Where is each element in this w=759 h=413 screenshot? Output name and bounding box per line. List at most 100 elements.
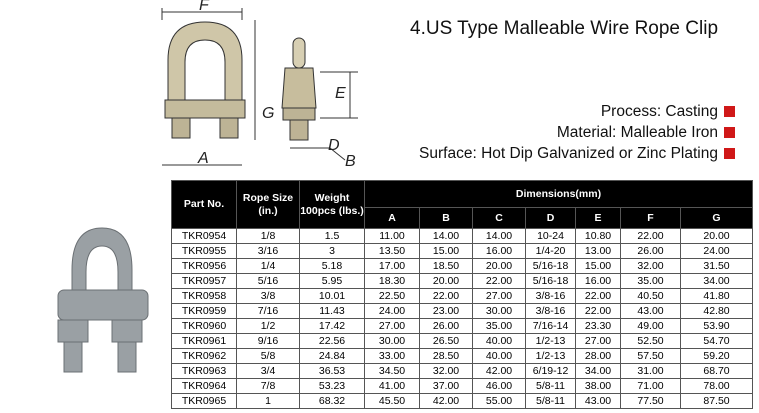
table-cell: 38.00 xyxy=(575,378,621,394)
table-cell: 5/16-18 xyxy=(525,258,576,274)
table-cell: 41.00 xyxy=(364,378,420,394)
table-cell: 53.90 xyxy=(680,318,753,334)
table-cell: 71.00 xyxy=(620,378,681,394)
table-cell: 40.00 xyxy=(472,348,526,364)
table-row: TKR0959 7/16 11.43 24.00 23.00 30.00 3/8-16 22.… xyxy=(171,303,753,319)
table-cell: TKR0959 xyxy=(171,303,237,319)
table-cell: TKR0955 xyxy=(171,243,237,259)
table-cell: 1 xyxy=(236,393,300,409)
table-cell: 1/2 xyxy=(236,318,300,334)
table-cell: 17.00 xyxy=(364,258,420,274)
table-cell: 55.00 xyxy=(472,393,526,409)
table-cell: 1/8 xyxy=(236,228,300,244)
table-cell: 14.00 xyxy=(419,228,473,244)
table-row: TKR0954 1/8 1.5 11.00 14.00 14.00 10-24 10.80 22… xyxy=(171,228,753,244)
table-cell: 28.50 xyxy=(419,348,473,364)
table-cell: 22.00 xyxy=(620,228,681,244)
table-cell: 20.00 xyxy=(472,258,526,274)
table-cell: 87.50 xyxy=(680,393,753,409)
table-cell: 5/16-18 xyxy=(525,273,576,289)
table-cell: 5/8-11 xyxy=(525,378,576,394)
table-cell: TKR0954 xyxy=(171,228,237,244)
table-cell: 14.00 xyxy=(472,228,526,244)
table-cell: 26.00 xyxy=(620,243,681,259)
table-cell: 34.50 xyxy=(364,363,420,379)
table-cell: 22.00 xyxy=(472,273,526,289)
table-cell: 20.00 xyxy=(680,228,753,244)
table-cell: 22.50 xyxy=(364,288,420,304)
table-cell: 35.00 xyxy=(472,318,526,334)
label-d: D xyxy=(328,137,340,154)
table-cell: 78.00 xyxy=(680,378,753,394)
label-a: A xyxy=(197,150,209,167)
column-header: Weight 100pcs (lbs.) xyxy=(299,180,365,229)
table-cell: 5/8-11 xyxy=(525,393,576,409)
label-g: G xyxy=(262,105,274,122)
table-cell: 5/16 xyxy=(236,273,300,289)
table-cell: 3/8-16 xyxy=(525,303,576,319)
table-cell: 5/8 xyxy=(236,348,300,364)
table-cell: 5.18 xyxy=(299,258,365,274)
table-cell: 41.80 xyxy=(680,288,753,304)
table-cell: 20.00 xyxy=(419,273,473,289)
table-cell: TKR0963 xyxy=(171,363,237,379)
table-cell: 43.00 xyxy=(575,393,621,409)
table-cell: 7/16-14 xyxy=(525,318,576,334)
table-cell: 13.00 xyxy=(575,243,621,259)
label-b: B xyxy=(345,153,356,170)
table-row: TKR0955 3/16 3 13.50 15.00 16.00 1/4-20 13.00 26… xyxy=(171,243,753,259)
column-header: Rope Size (in.) xyxy=(236,180,300,229)
spec-table: Part No. Rope Size (in.) Weight 100pcs (lb… xyxy=(171,180,753,409)
table-cell: 68.32 xyxy=(299,393,365,409)
table-cell: 42.00 xyxy=(472,363,526,379)
table-cell: 22.00 xyxy=(419,288,473,304)
table-cell: 1/2-13 xyxy=(525,348,576,364)
table-row: TKR0961 9/16 22.56 30.00 26.50 40.00 1/2-13 27.… xyxy=(171,333,753,349)
table-cell: 3 xyxy=(299,243,365,259)
table-row: TKR0957 5/16 5.95 18.30 20.00 22.00 5/16-18 16.… xyxy=(171,273,753,289)
table-cell: 10.01 xyxy=(299,288,365,304)
table-cell: 16.00 xyxy=(575,273,621,289)
table-cell: TKR0964 xyxy=(171,378,237,394)
table-cell: 24.00 xyxy=(680,243,753,259)
table-cell: 52.50 xyxy=(620,333,681,349)
table-cell: 17.42 xyxy=(299,318,365,334)
table-cell: 31.50 xyxy=(680,258,753,274)
table-cell: 42.00 xyxy=(419,393,473,409)
table-cell: 13.50 xyxy=(364,243,420,259)
table-cell: 10-24 xyxy=(525,228,576,244)
column-header: F xyxy=(620,207,681,229)
table-cell: 11.00 xyxy=(364,228,420,244)
table-cell: 54.70 xyxy=(680,333,753,349)
table-cell: TKR0965 xyxy=(171,393,237,409)
column-header: B xyxy=(419,207,473,229)
table-cell: TKR0962 xyxy=(171,348,237,364)
table-cell: 26.50 xyxy=(419,333,473,349)
table-cell: 46.00 xyxy=(472,378,526,394)
table-cell: 3/8 xyxy=(236,288,300,304)
table-cell: 1/4 xyxy=(236,258,300,274)
table-cell: 1/4-20 xyxy=(525,243,576,259)
column-header: G xyxy=(680,207,753,229)
table-cell: 36.53 xyxy=(299,363,365,379)
table-cell: TKR0957 xyxy=(171,273,237,289)
spec: Surface: Hot Dip Galvanized or Zinc Plat… xyxy=(419,145,735,163)
table-cell: 26.00 xyxy=(419,318,473,334)
table-cell: 11.43 xyxy=(299,303,365,319)
table-cell: 7/16 xyxy=(236,303,300,319)
table-cell: 32.00 xyxy=(620,258,681,274)
table-cell: 6/19-12 xyxy=(525,363,576,379)
table-row: TKR0958 3/8 10.01 22.50 22.00 27.00 3/8-16 22.0… xyxy=(171,288,753,304)
table-cell: 22.00 xyxy=(575,288,621,304)
title: 4.US Type Malleable Wire Rope Clip xyxy=(410,18,719,39)
table-cell: TKR0958 xyxy=(171,288,237,304)
spec: Process: Casting xyxy=(601,103,735,121)
table-cell: 42.80 xyxy=(680,303,753,319)
table-cell: 35.00 xyxy=(620,273,681,289)
table-cell: 24.84 xyxy=(299,348,365,364)
table-cell: 68.70 xyxy=(680,363,753,379)
table-cell: 32.00 xyxy=(419,363,473,379)
table-cell: 34.00 xyxy=(680,273,753,289)
table-cell: 15.00 xyxy=(419,243,473,259)
table-cell: 23.00 xyxy=(419,303,473,319)
